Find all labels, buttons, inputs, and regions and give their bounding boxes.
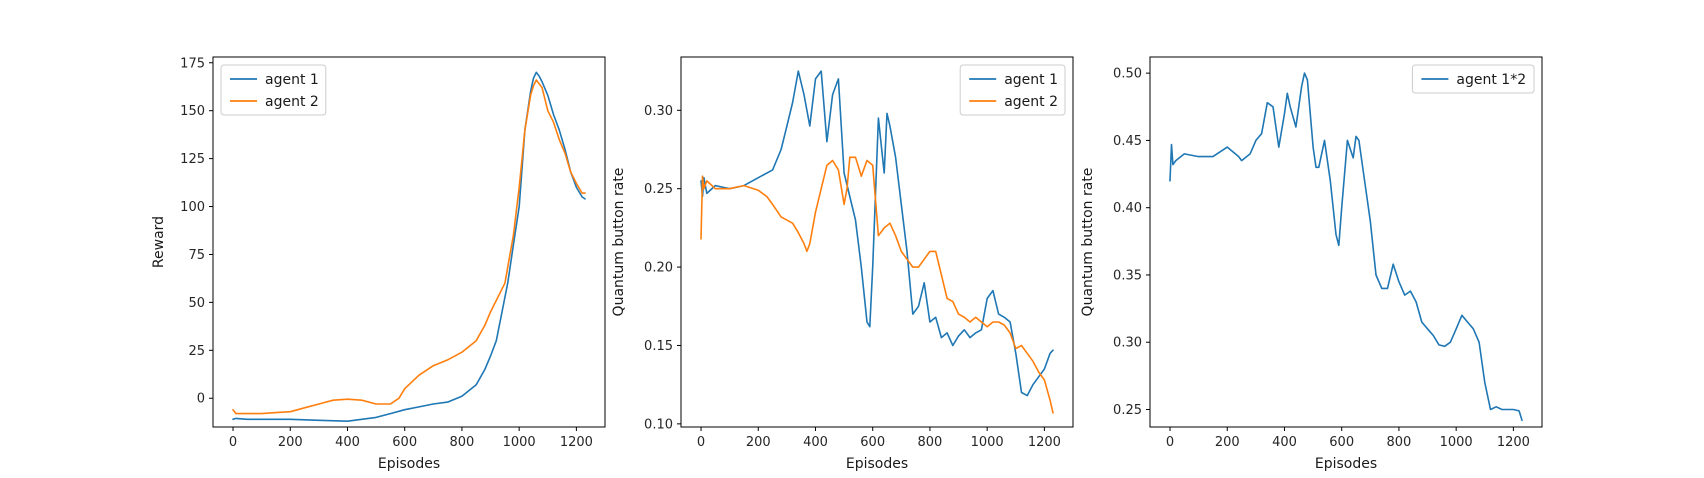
chart-panel-3: 0 200 400 600 800 1000 1200 0.25 0.30 0.35 0.40 0.4… xyxy=(1080,56,1543,472)
legend-label: agent 2 xyxy=(265,94,319,110)
x-axis-label: Episodes xyxy=(378,456,440,472)
chart-panel-2: 0 200 400 600 800 1000 1200 0.10 0.15 0.20 0.25 0.3… xyxy=(611,56,1074,472)
plot-frame xyxy=(680,56,1074,428)
x-tick-label: 800 xyxy=(1387,435,1412,450)
legend-label: agent 2 xyxy=(1004,94,1058,110)
x-tick-label: 0 xyxy=(1166,435,1174,450)
y-tick-label: 0.45 xyxy=(1113,134,1142,149)
legend-box xyxy=(220,64,327,116)
legend: agent 1 agent 2 xyxy=(959,64,1066,116)
legend-label: agent 1 xyxy=(1004,72,1058,88)
x-tick-label: 600 xyxy=(392,435,417,450)
y-tick-label: 0.20 xyxy=(644,261,673,276)
x-tick-label: 600 xyxy=(1329,435,1354,450)
y-tick-label: 0.25 xyxy=(644,182,673,197)
y-tick-label: 25 xyxy=(188,344,205,359)
x-tick-label: 400 xyxy=(335,435,360,450)
y-axis-label: Quantum button rate xyxy=(611,168,627,317)
x-axis-label: Episodes xyxy=(1315,456,1377,472)
series-line-2 xyxy=(232,79,586,415)
y-tick-label: 50 xyxy=(188,296,205,311)
plot-frame xyxy=(1149,56,1543,428)
x-tick-label: 0 xyxy=(697,435,705,450)
y-tick-label: 0.15 xyxy=(644,339,673,354)
x-tick-label: 400 xyxy=(803,435,828,450)
x-tick-label: 1000 xyxy=(503,435,536,450)
x-tick-label: 800 xyxy=(918,435,943,450)
y-tick-label: 100 xyxy=(180,200,205,215)
series-line-1 xyxy=(232,71,586,422)
legend: agent 1 agent 2 xyxy=(220,64,327,116)
x-tick-label: 200 xyxy=(746,435,771,450)
x-tick-label: 1000 xyxy=(1440,435,1473,450)
x-tick-label: 1200 xyxy=(1497,435,1530,450)
legend-box xyxy=(1411,64,1535,94)
x-axis-label: Episodes xyxy=(846,456,908,472)
y-tick-label: 0.10 xyxy=(644,417,673,432)
x-tick-label: 1200 xyxy=(1028,435,1061,450)
y-tick-label: 0.30 xyxy=(1113,336,1142,351)
legend-box xyxy=(959,64,1066,116)
y-tick-label: 0.50 xyxy=(1113,67,1142,82)
y-axis-label: Reward xyxy=(151,216,167,268)
x-tick-label: 800 xyxy=(450,435,475,450)
y-axis-label: Quantum button rate xyxy=(1080,168,1096,317)
x-tick-label: 400 xyxy=(1272,435,1297,450)
x-tick-label: 600 xyxy=(860,435,885,450)
y-tick-label: 0.25 xyxy=(1113,403,1142,418)
y-tick-label: 150 xyxy=(180,104,205,119)
series-line-1 xyxy=(1169,72,1523,422)
y-tick-label: 125 xyxy=(180,152,205,167)
legend: agent 1*2 xyxy=(1411,64,1535,94)
x-tick-label: 1000 xyxy=(971,435,1004,450)
x-tick-label: 200 xyxy=(278,435,303,450)
y-tick-label: 175 xyxy=(180,56,205,71)
legend-label: agent 1 xyxy=(265,72,319,88)
x-tick-label: 1200 xyxy=(560,435,593,450)
series-line-2 xyxy=(700,156,1054,414)
y-tick-label: 0.40 xyxy=(1113,201,1142,216)
y-tick-label: 0.35 xyxy=(1113,268,1142,283)
y-tick-label: 0 xyxy=(197,392,205,407)
series-line-1 xyxy=(700,70,1054,397)
chart-panel-1: 0 200 400 600 800 1000 1200 0 25 50 75 100 125 150 175… xyxy=(151,56,606,472)
legend-label: agent 1*2 xyxy=(1456,72,1526,88)
y-tick-label: 75 xyxy=(188,248,205,263)
x-tick-label: 0 xyxy=(229,435,237,450)
x-tick-label: 200 xyxy=(1215,435,1240,450)
y-tick-label: 0.30 xyxy=(644,104,673,119)
plot-frame xyxy=(212,56,606,428)
